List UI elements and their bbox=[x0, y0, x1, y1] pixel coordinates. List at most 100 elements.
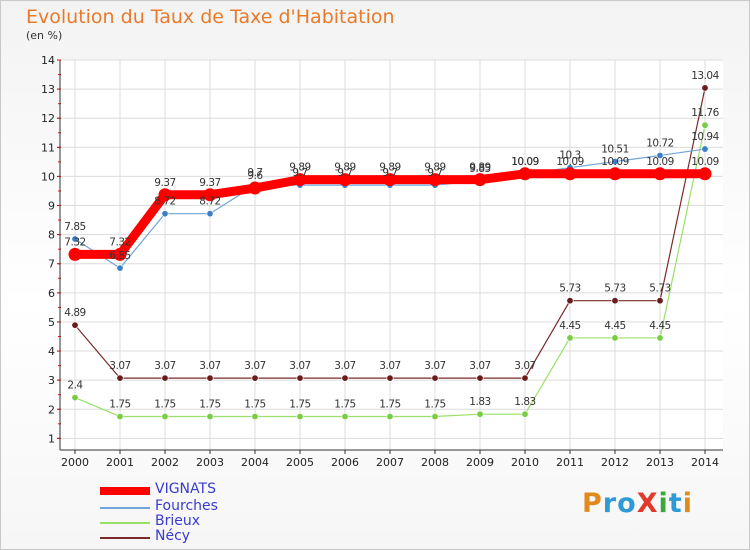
data-point bbox=[158, 188, 172, 202]
legend-swatch-brieux bbox=[100, 522, 150, 524]
data-label: 9.7 bbox=[337, 167, 352, 179]
data-point bbox=[71, 394, 79, 402]
data-label: 9.89 bbox=[289, 162, 310, 174]
data-point bbox=[203, 188, 217, 202]
data-point bbox=[251, 374, 259, 382]
data-point bbox=[386, 374, 394, 382]
data-label: 10.09 bbox=[601, 156, 629, 168]
data-point bbox=[428, 173, 442, 187]
data-label: 10.3 bbox=[559, 150, 580, 162]
data-point bbox=[251, 413, 259, 421]
data-label: 7.32 bbox=[109, 236, 130, 248]
data-label: 9.37 bbox=[199, 177, 220, 189]
data-point bbox=[386, 413, 394, 421]
data-label: 9.37 bbox=[154, 177, 175, 189]
data-point bbox=[71, 321, 79, 329]
legend-label-fourches: Fourches bbox=[155, 498, 218, 514]
proxiti-logo: ProXiti bbox=[582, 488, 693, 519]
legend-swatch-necy bbox=[100, 537, 150, 539]
chart-subtitle: (en %) bbox=[26, 29, 63, 42]
data-point bbox=[611, 158, 619, 166]
legend-swatch-vignats bbox=[100, 487, 150, 495]
data-point bbox=[206, 374, 214, 382]
data-point bbox=[161, 413, 169, 421]
logo-letter: r bbox=[602, 488, 618, 519]
data-point bbox=[116, 413, 124, 421]
data-label: 9.89 bbox=[334, 162, 355, 174]
data-point bbox=[476, 410, 484, 418]
x-tick-label: 2000 bbox=[61, 456, 89, 469]
data-label: 1.75 bbox=[379, 399, 400, 411]
data-label: 3.07 bbox=[469, 360, 490, 372]
data-label: 1.75 bbox=[289, 399, 310, 411]
data-label: 3.07 bbox=[199, 360, 220, 372]
data-label: 3.07 bbox=[289, 360, 310, 372]
y-tick-label: 12 bbox=[41, 112, 55, 125]
data-point bbox=[431, 374, 439, 382]
data-label: 1.75 bbox=[199, 399, 220, 411]
data-point bbox=[341, 413, 349, 421]
y-tick-label: 5 bbox=[48, 316, 55, 329]
data-point bbox=[566, 334, 574, 342]
data-label: 10.09 bbox=[646, 156, 674, 168]
data-label: 1.83 bbox=[514, 396, 535, 408]
data-label: 3.07 bbox=[334, 360, 355, 372]
data-point bbox=[113, 247, 127, 261]
legend-label-vignats: VIGNATS bbox=[155, 481, 216, 497]
data-label: 1.75 bbox=[424, 399, 445, 411]
data-label: 3.07 bbox=[514, 360, 535, 372]
logo-letter: X bbox=[636, 488, 659, 519]
data-label: 3.07 bbox=[109, 360, 130, 372]
data-label: 4.89 bbox=[64, 307, 85, 319]
data-point bbox=[611, 297, 619, 305]
y-tick-label: 3 bbox=[48, 374, 55, 387]
data-label: 13.04 bbox=[691, 70, 719, 82]
data-point bbox=[566, 297, 574, 305]
data-point bbox=[611, 334, 619, 342]
chart-title: Evolution du Taux de Taxe d'Habitation bbox=[26, 6, 395, 28]
x-tick-label: 2010 bbox=[511, 456, 539, 469]
logo-letter: o bbox=[617, 488, 637, 519]
data-point bbox=[293, 173, 307, 187]
data-point bbox=[521, 374, 529, 382]
data-label: 10.09 bbox=[511, 156, 539, 168]
data-point bbox=[521, 410, 529, 418]
y-tick-label: 11 bbox=[41, 141, 55, 154]
data-label: 9.7 bbox=[427, 167, 442, 179]
data-label: 8.72 bbox=[199, 196, 220, 208]
data-label: 9.85 bbox=[469, 163, 490, 175]
x-tick-label: 2002 bbox=[151, 456, 179, 469]
y-tick-label: 10 bbox=[41, 170, 55, 183]
x-tick-label: 2006 bbox=[331, 456, 359, 469]
data-label: 9.89 bbox=[469, 162, 490, 174]
data-label: 4.45 bbox=[649, 320, 670, 332]
data-label: 4.45 bbox=[604, 320, 625, 332]
data-label: 10.72 bbox=[646, 137, 674, 149]
logo-letter: i bbox=[682, 488, 693, 519]
data-point bbox=[518, 167, 532, 181]
data-point bbox=[701, 145, 709, 153]
logo-letter: i bbox=[658, 488, 669, 519]
data-label: 11.76 bbox=[691, 107, 719, 119]
data-point bbox=[116, 264, 124, 272]
data-label: 1.75 bbox=[154, 399, 175, 411]
x-tick-label: 2004 bbox=[241, 456, 269, 469]
data-point bbox=[206, 210, 214, 218]
data-label: 7.32 bbox=[64, 236, 85, 248]
data-point bbox=[296, 413, 304, 421]
x-tick-label: 2014 bbox=[691, 456, 719, 469]
data-point bbox=[248, 181, 262, 195]
x-tick-label: 2008 bbox=[421, 456, 449, 469]
data-point bbox=[116, 374, 124, 382]
y-tick-label: 13 bbox=[41, 83, 55, 96]
data-label: 5.73 bbox=[604, 283, 625, 295]
data-label: 1.75 bbox=[334, 399, 355, 411]
data-point bbox=[383, 173, 397, 187]
data-label: 6.85 bbox=[109, 250, 130, 262]
data-label: 8.72 bbox=[154, 196, 175, 208]
logo-letter: t bbox=[668, 488, 683, 519]
data-point bbox=[296, 374, 304, 382]
data-label: 10.51 bbox=[601, 144, 629, 156]
y-tick-label: 14 bbox=[41, 54, 55, 67]
